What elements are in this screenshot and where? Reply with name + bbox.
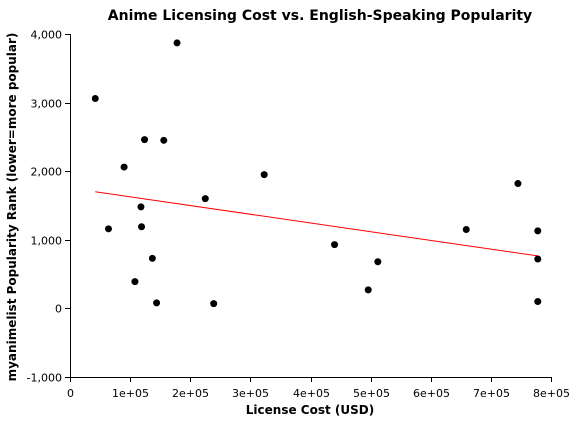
data-point [104,225,112,233]
data-point [260,171,268,179]
data-point [120,163,128,171]
data-point [534,227,542,235]
y-tick-label: 3,000 [31,98,63,111]
data-point [141,136,149,144]
y-axis-label: myanimelist Popularity Rank (lower=more … [5,33,19,382]
data-point [131,278,139,286]
x-tick-label: 5e+05 [353,387,390,400]
data-point [331,241,339,249]
x-tick-label: 8e+05 [533,387,570,400]
y-tick-label: 2,000 [31,166,63,179]
data-point [148,254,156,262]
x-axis-label: License Cost (USD) [246,403,374,417]
x-tick-label: 0 [67,387,74,400]
data-point [173,39,181,47]
data-point [534,298,542,306]
data-point [153,299,161,307]
data-point [160,136,168,144]
x-tick-label: 4e+05 [293,387,330,400]
y-tick-label: 1,000 [31,235,63,248]
chart-title: Anime Licensing Cost vs. English-Speakin… [108,8,532,24]
data-point [91,94,99,102]
data-point [374,258,382,266]
x-tick-label: 2e+05 [172,387,209,400]
x-tick-label: 1e+05 [112,387,149,400]
data-point [137,203,145,211]
y-tick-label: 4,000 [31,29,63,42]
data-point [364,286,372,294]
data-point [514,180,522,188]
data-points [91,39,542,308]
x-tick-label: 6e+05 [413,387,450,400]
data-point [210,300,218,308]
data-point [138,223,146,231]
trend-line [95,191,538,257]
data-point [201,195,209,203]
y-tick-label: 0 [55,303,62,316]
data-point [462,226,470,234]
y-tick-label: -1,000 [27,372,62,385]
trend-line-group [95,191,538,257]
x-tick-label: 7e+05 [473,387,510,400]
x-tick-label: 3e+05 [232,387,269,400]
data-point [534,255,542,263]
axis-ticks: -1,000 0 1,000 2,000 3,000 4,000 0 1e+05 2e+05 3e… [27,29,570,401]
